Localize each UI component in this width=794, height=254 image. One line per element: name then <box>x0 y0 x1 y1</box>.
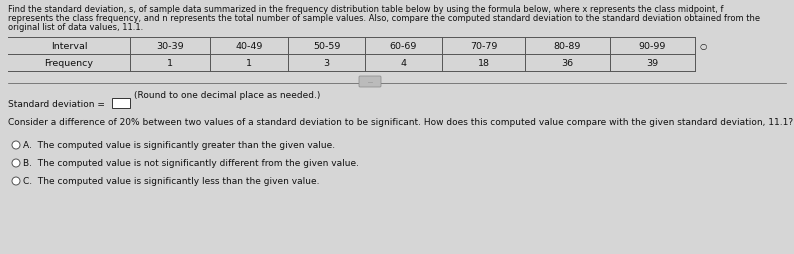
Text: 60-69: 60-69 <box>390 42 417 51</box>
Text: 90-99: 90-99 <box>639 42 666 51</box>
Circle shape <box>12 141 20 149</box>
Text: Find the standard deviation, s, of sample data summarized in the frequency distr: Find the standard deviation, s, of sampl… <box>8 5 723 14</box>
FancyBboxPatch shape <box>112 99 130 108</box>
Text: B.  The computed value is not significantly different from the given value.: B. The computed value is not significant… <box>23 159 359 168</box>
Text: A.  The computed value is significantly greater than the given value.: A. The computed value is significantly g… <box>23 141 335 150</box>
Text: 70-79: 70-79 <box>470 42 497 51</box>
Text: 39: 39 <box>646 59 658 68</box>
Text: 50-59: 50-59 <box>313 42 340 51</box>
Text: Interval: Interval <box>51 42 87 51</box>
Text: 4: 4 <box>400 59 407 68</box>
Text: Consider a difference of 20% between two values of a standard deviation to be si: Consider a difference of 20% between two… <box>8 118 793 126</box>
Text: (Round to one decimal place as needed.): (Round to one decimal place as needed.) <box>134 91 320 100</box>
Text: 36: 36 <box>561 59 573 68</box>
Text: 18: 18 <box>477 59 489 68</box>
Text: represents the class frequency, and n represents the total number of sample valu: represents the class frequency, and n re… <box>8 14 760 23</box>
Text: 80-89: 80-89 <box>553 42 581 51</box>
Text: ○: ○ <box>700 42 707 51</box>
FancyBboxPatch shape <box>359 77 381 88</box>
Text: 3: 3 <box>323 59 330 68</box>
Text: C.  The computed value is significantly less than the given value.: C. The computed value is significantly l… <box>23 177 319 186</box>
Text: 1: 1 <box>167 59 173 68</box>
Circle shape <box>12 159 20 167</box>
Text: Standard deviation =: Standard deviation = <box>8 100 105 108</box>
Text: 1: 1 <box>246 59 252 68</box>
Circle shape <box>12 177 20 185</box>
Text: 30-39: 30-39 <box>156 42 184 51</box>
Text: ···: ··· <box>367 80 373 85</box>
Text: Frequency: Frequency <box>44 59 94 68</box>
Text: original list of data values, 11.1.: original list of data values, 11.1. <box>8 23 143 32</box>
Text: 40-49: 40-49 <box>235 42 263 51</box>
